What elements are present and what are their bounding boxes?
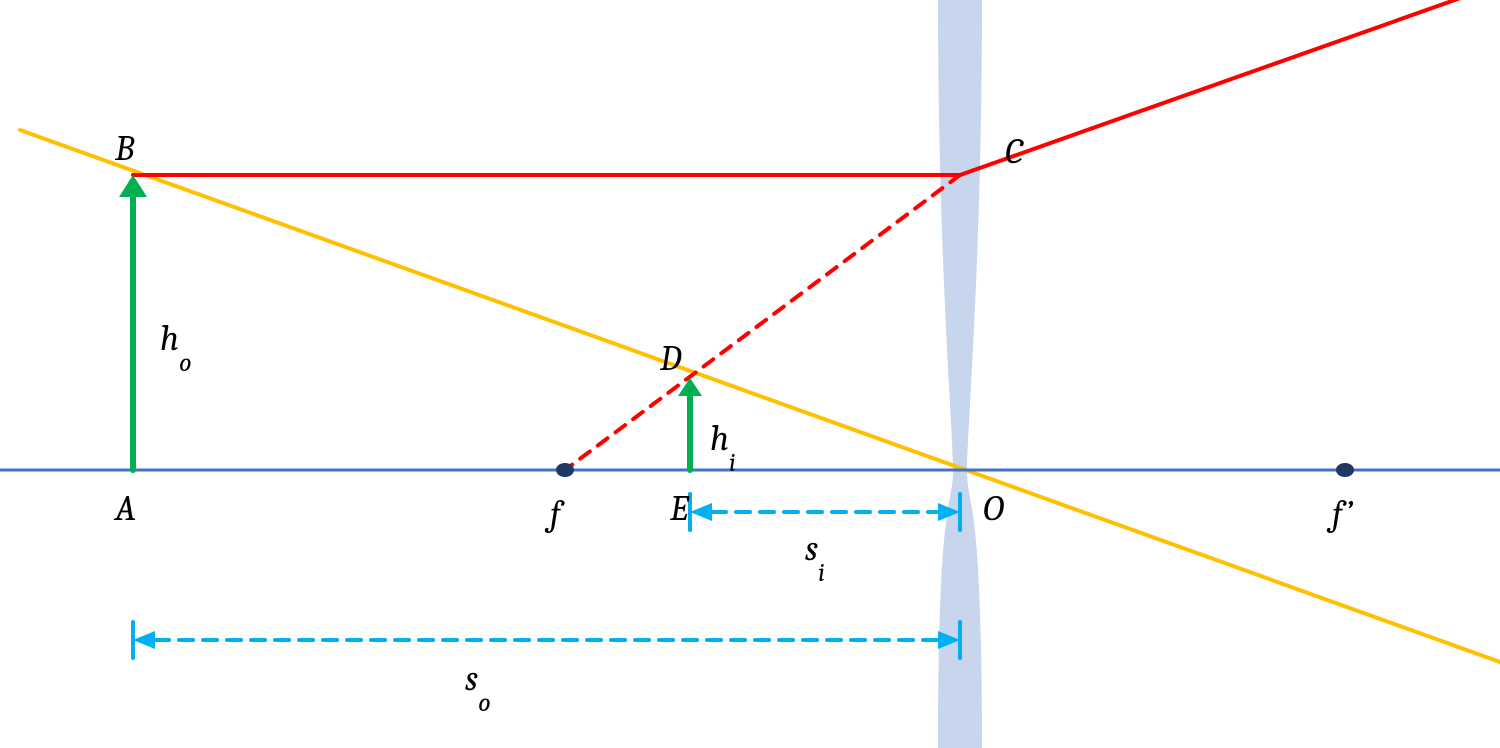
label-s-o: so (465, 658, 491, 718)
optics-diagram: ABCDEOff’hohisiso (0, 0, 1500, 748)
label-E: E (669, 488, 690, 529)
image-arrow-head (678, 378, 702, 396)
label-C: C (1005, 131, 1024, 172)
object-arrow-head (119, 175, 147, 197)
label-s-i: si (805, 528, 825, 588)
focal-point-right (1336, 463, 1354, 477)
ray-through-center (20, 130, 1500, 662)
label-f: f (544, 493, 565, 534)
dimension-so-arrow-left (133, 631, 155, 649)
label-A: A (113, 488, 136, 529)
label-f-prime: f’ (1326, 493, 1353, 534)
label-D: D (659, 338, 682, 379)
label-h-o: ho (160, 318, 192, 378)
focal-point-left (556, 463, 574, 477)
ray-parallel-virtual-extension (565, 175, 960, 470)
ray-parallel-refracted (960, 0, 1500, 175)
label-O: O (983, 488, 1004, 529)
dimension-si-arrow-left (690, 503, 712, 521)
label-B: B (114, 128, 135, 169)
